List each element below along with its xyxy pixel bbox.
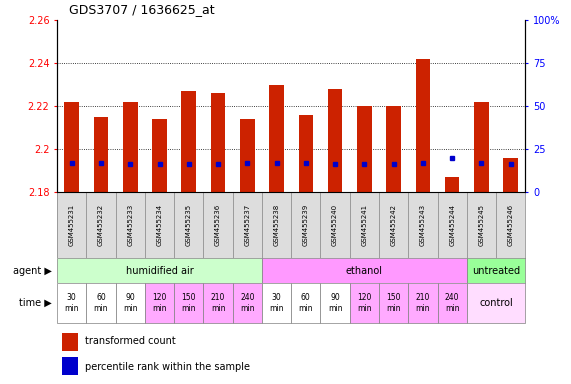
Text: 90
min: 90 min [328, 293, 343, 313]
Bar [467, 258, 525, 283]
Text: GSM455235: GSM455235 [186, 204, 192, 246]
Bar [416, 59, 430, 192]
Bar [379, 283, 408, 323]
Text: 120
min: 120 min [152, 293, 167, 313]
Bar [182, 91, 196, 192]
Text: percentile rank within the sample: percentile rank within the sample [85, 362, 250, 372]
Bar [387, 106, 401, 192]
Text: GSM455240: GSM455240 [332, 204, 338, 246]
Bar [291, 283, 320, 323]
Bar [262, 258, 467, 283]
Text: 60
min: 60 min [299, 293, 313, 313]
Bar [240, 119, 255, 192]
Text: ethanol: ethanol [346, 265, 383, 275]
Bar [262, 283, 291, 323]
Bar [57, 283, 86, 323]
Bar [152, 119, 167, 192]
Bar [86, 283, 115, 323]
Bar [233, 283, 262, 323]
Text: transformed count: transformed count [85, 336, 176, 346]
Bar [467, 283, 525, 323]
Text: GSM455241: GSM455241 [361, 204, 367, 246]
Text: GSM455242: GSM455242 [391, 204, 397, 246]
Bar [94, 117, 108, 192]
Text: 120
min: 120 min [357, 293, 372, 313]
Bar [174, 283, 203, 323]
Bar [62, 333, 78, 351]
Text: GSM455233: GSM455233 [127, 204, 133, 246]
Bar [211, 93, 226, 192]
Text: GSM455237: GSM455237 [244, 204, 250, 246]
Bar [320, 283, 349, 323]
Text: GSM455238: GSM455238 [274, 204, 280, 246]
Text: GSM455246: GSM455246 [508, 204, 514, 246]
Bar [299, 114, 313, 192]
Bar [474, 102, 489, 192]
Bar [145, 283, 174, 323]
Text: control: control [479, 298, 513, 308]
Text: 90
min: 90 min [123, 293, 138, 313]
Text: 150
min: 150 min [182, 293, 196, 313]
Bar [357, 106, 372, 192]
Text: agent ▶: agent ▶ [13, 265, 51, 275]
Bar [408, 283, 437, 323]
Text: GSM455234: GSM455234 [156, 204, 163, 246]
Text: 210
min: 210 min [416, 293, 430, 313]
Bar [437, 283, 467, 323]
Bar [270, 84, 284, 192]
Bar [349, 283, 379, 323]
Text: GSM455236: GSM455236 [215, 204, 221, 246]
Text: untreated: untreated [472, 265, 520, 275]
Text: 210
min: 210 min [211, 293, 226, 313]
Bar [115, 283, 145, 323]
Text: 240
min: 240 min [445, 293, 460, 313]
Text: 30
min: 30 min [270, 293, 284, 313]
Bar [445, 177, 460, 192]
Bar [123, 102, 138, 192]
Bar [62, 357, 78, 375]
Text: GSM455243: GSM455243 [420, 204, 426, 246]
Text: 240
min: 240 min [240, 293, 255, 313]
Text: GDS3707 / 1636625_at: GDS3707 / 1636625_at [69, 3, 214, 16]
Bar [328, 89, 343, 192]
Bar [203, 283, 233, 323]
Text: GSM455245: GSM455245 [478, 204, 484, 246]
Text: GSM455244: GSM455244 [449, 204, 455, 246]
Text: 30
min: 30 min [65, 293, 79, 313]
Bar [57, 258, 262, 283]
Text: GSM455239: GSM455239 [303, 204, 309, 246]
Text: time ▶: time ▶ [19, 298, 51, 308]
Bar [504, 157, 518, 192]
Bar [65, 102, 79, 192]
Text: GSM455231: GSM455231 [69, 204, 75, 246]
Text: 60
min: 60 min [94, 293, 108, 313]
Text: 150
min: 150 min [387, 293, 401, 313]
Text: GSM455232: GSM455232 [98, 204, 104, 246]
Text: humidified air: humidified air [126, 265, 194, 275]
